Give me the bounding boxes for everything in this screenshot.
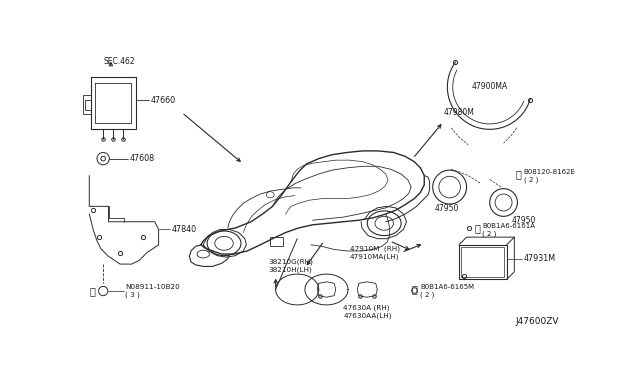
Text: 38210H(LH): 38210H(LH) [268,266,312,273]
Text: 47910M  (RH): 47910M (RH) [349,246,399,252]
Bar [459,245,507,279]
Text: SEC.462: SEC.462 [103,57,135,66]
Text: Ⓝ: Ⓝ [90,286,95,296]
Text: B08120-8162E: B08120-8162E [524,169,575,175]
Text: J47600ZV: J47600ZV [515,317,559,326]
Text: 47980M: 47980M [444,108,474,117]
Text: ( 2 ): ( 2 ) [420,292,435,298]
Text: 47950: 47950 [435,204,459,213]
Bar [461,247,504,277]
Text: 47608: 47608 [129,154,154,163]
Text: 38210G(RH): 38210G(RH) [268,259,313,265]
Text: 47910MA(LH): 47910MA(LH) [349,253,399,260]
Bar [270,237,283,246]
Text: Ⓑ: Ⓑ [515,169,521,179]
Text: 47630AA(LH): 47630AA(LH) [344,312,392,319]
Text: 47660: 47660 [151,96,176,105]
Text: 47931M: 47931M [524,254,556,263]
Text: 47900MA: 47900MA [472,83,508,92]
Text: N08911-10B20
( 3 ): N08911-10B20 ( 3 ) [125,284,180,298]
Text: B0B1A6-6161A: B0B1A6-6161A [482,222,535,228]
Text: Ⓑ: Ⓑ [474,223,480,233]
Text: 47630A (RH): 47630A (RH) [344,305,390,311]
Text: B0B1A6-6165M: B0B1A6-6165M [420,284,474,290]
Text: 47840: 47840 [172,225,197,234]
Text: 47950: 47950 [511,216,536,225]
Text: Ⓑ: Ⓑ [412,285,417,295]
Text: ( 2 ): ( 2 ) [482,230,497,237]
Text: ( 2 ): ( 2 ) [524,176,538,183]
